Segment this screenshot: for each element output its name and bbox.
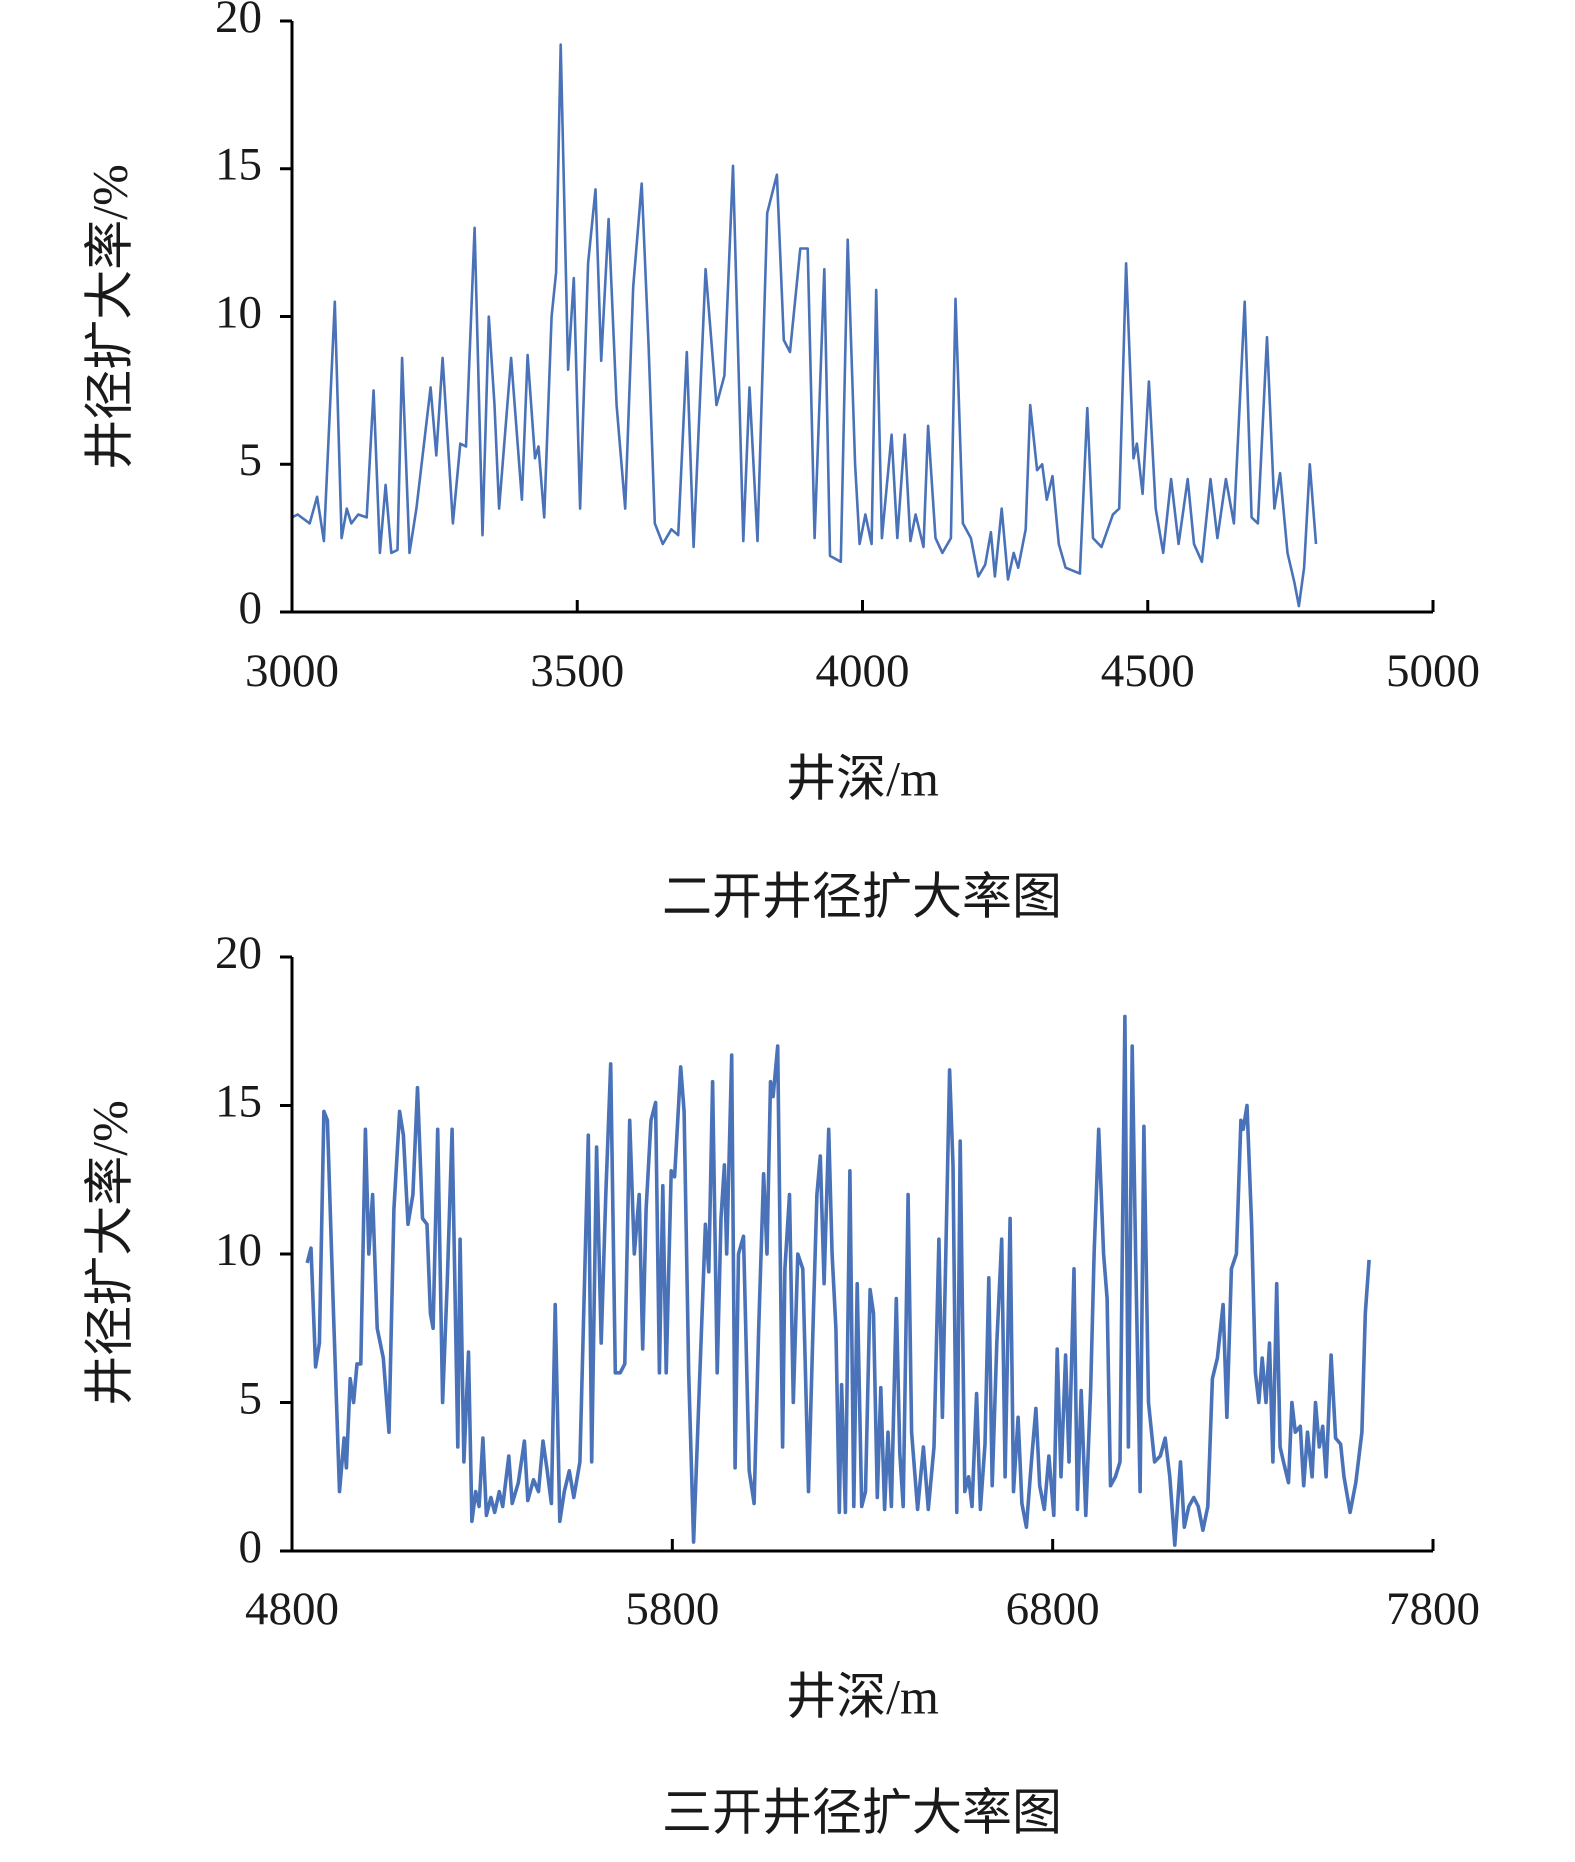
data-line [291,43,1318,608]
y-tick-label: 0 [239,1521,263,1573]
chart-caption: 二开井径扩大率图 [662,868,1062,924]
y-tick-label: 15 [215,1075,262,1127]
y-axis-label: 井径扩大率/% [81,1100,137,1406]
y-tick-label: 20 [215,927,262,979]
y-tick-label: 5 [239,1372,263,1424]
x-tick-label: 3000 [245,645,339,697]
x-tick-label: 4500 [1101,645,1195,697]
y-tick-label: 10 [215,1224,262,1276]
x-tick-label: 5000 [1386,645,1480,697]
chart-caption: 三开井径扩大率图 [662,1784,1062,1840]
x-axis-label: 井深/m [786,1668,939,1724]
data-line [305,1014,1371,1547]
x-tick-label: 3500 [530,645,624,697]
y-tick-label: 10 [215,286,262,338]
y-tick-label: 15 [215,139,262,191]
y-tick-label: 0 [239,582,263,634]
x-tick-label: 4800 [245,1583,339,1635]
y-tick-label: 5 [239,434,263,486]
x-tick-label: 5800 [625,1583,719,1635]
x-tick-label: 7800 [1386,1583,1480,1635]
x-axis-label: 井深/m [786,750,939,806]
x-tick-label: 4000 [816,645,910,697]
y-tick-label: 20 [215,0,262,43]
y-axis-label: 井径扩大率/% [81,164,137,470]
x-tick-label: 6800 [1006,1583,1100,1635]
